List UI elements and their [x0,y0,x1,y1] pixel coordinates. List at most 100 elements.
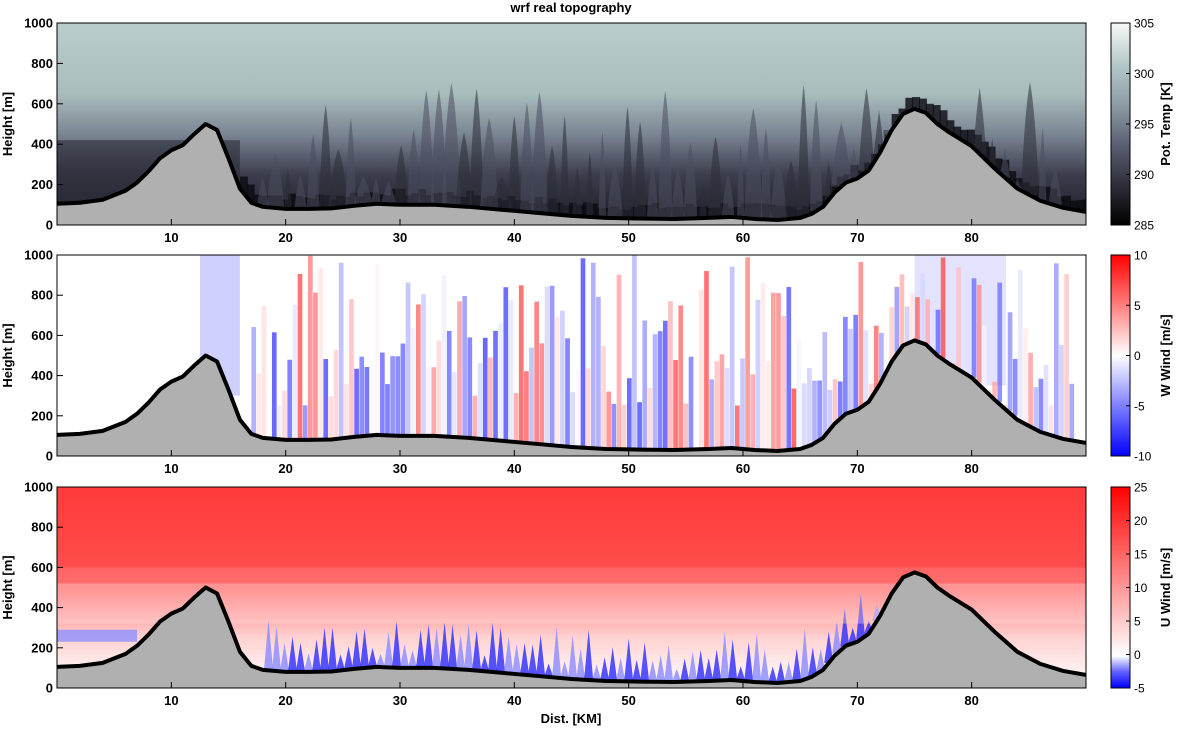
plume [708,136,723,218]
w-strip [524,371,529,443]
w-strip [807,367,812,447]
plume [1038,127,1047,202]
w-strip [349,299,354,438]
w-strip [421,294,426,436]
w-strip [652,334,658,450]
x-tick-label: 50 [621,461,635,476]
w-strip [1064,273,1069,440]
w-strip [858,261,864,409]
plume [769,160,787,220]
reverse-flow-patch [856,593,866,640]
plume [671,167,685,219]
y-tick-label: 800 [31,288,53,303]
colorbar-tick-label: 290 [1134,168,1154,182]
reverse-flow-patch [784,662,794,682]
x-tick-label: 70 [850,230,864,245]
plume [988,138,997,167]
w-strip [1028,352,1033,426]
colorbar-tick-label: 5 [1134,615,1141,629]
colorbar-label: Pot. Temp [K] [1158,82,1173,166]
reverse-flow-patch [383,632,394,668]
w-strip [678,305,684,450]
w-strip [338,262,344,439]
x-tick-label: 70 [850,693,864,708]
w-strip [282,390,287,440]
w-strip [971,278,977,378]
w-strip [1038,378,1044,431]
x-axis-label: Dist. [KM] [541,711,602,726]
w-strip [1048,405,1054,435]
y-tick-label: 400 [31,600,53,615]
w-strip [601,345,606,449]
plume [328,149,349,208]
w-strip [1002,405,1008,407]
reverse-flow-patch [351,631,362,669]
w-strip [642,320,648,450]
w-strip [596,296,601,449]
x-tick-label: 40 [507,230,521,245]
plume [531,91,548,214]
w-strip [328,396,334,440]
w-strip [740,358,745,449]
reverse-flow-patch [688,651,698,682]
reverse-flow-patch [456,634,466,670]
w-strip [786,287,792,451]
plume [545,145,559,215]
plume [480,117,499,209]
w-strip [369,325,375,436]
x-tick-label: 20 [278,693,292,708]
y-tick-label: 1000 [24,16,53,31]
w-strip [318,268,323,440]
reverse-flow-patch [279,642,290,672]
reverse-flow-patch [800,628,810,680]
w-strip [467,337,473,438]
reverse-flow-patch [712,649,722,681]
reverse-flow-patch [760,649,770,683]
reverse-flow-patch [311,639,322,672]
w-strip [287,359,293,440]
reverse-flow-patch [464,624,474,670]
w-strip [488,357,493,440]
plume [508,116,521,211]
plume [721,173,735,218]
plume [783,160,799,219]
w-strip [251,327,257,434]
w-strip [724,368,730,449]
plume [407,129,421,205]
w-strip [698,289,704,450]
pot-temp-panel: 0 200 400 600 800 1000 10 20 30 40 50 60 70 80 Height … [0,16,1173,246]
plume [699,181,707,219]
plume [873,110,885,155]
plume [598,130,607,218]
w-strip [868,383,874,402]
plume [353,176,373,206]
w-strip [590,262,596,449]
w-strip [668,301,673,450]
w-strip [431,367,437,436]
reverse-flow-patch [616,657,626,682]
reverse-flow-patch [744,642,754,682]
x-tick-label: 60 [736,693,750,708]
colorbar-label: W Wind [m/s] [1158,314,1173,396]
w-strip [997,282,1003,403]
plume [683,142,698,219]
colorbar-tick-label: 285 [1134,219,1154,233]
y-tick-label: 200 [31,177,53,192]
terrain-outline [57,106,1086,222]
w-strip [935,309,941,354]
reverse-flow-patch [736,666,746,681]
w-strip [302,405,308,440]
w-strip [827,389,833,433]
reverse-flow-patch [608,647,618,682]
colorbar-label: U Wind [m/s] [1158,548,1173,627]
plume [572,166,583,217]
w-strip [776,293,781,451]
plume [294,175,307,209]
jet-core [57,487,1086,568]
plume [737,143,745,218]
w-strip [482,337,488,440]
w-strip [843,316,848,417]
plume [760,128,772,220]
